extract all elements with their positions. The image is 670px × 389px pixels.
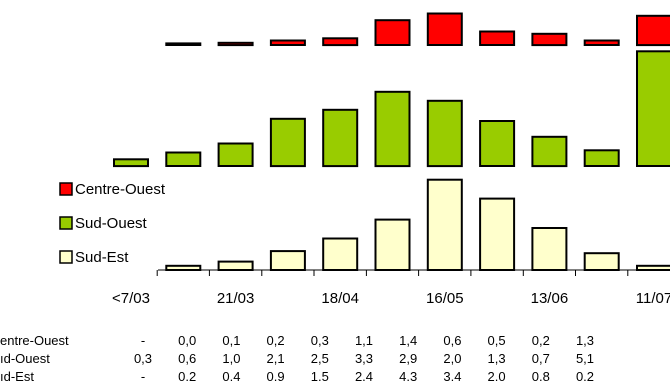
table-cell: 1,4 — [399, 333, 417, 348]
table-cell: 0,3 — [134, 351, 152, 366]
bar-centre-ouest-4 — [322, 37, 359, 47]
bar-sud-ouest-10 — [636, 50, 670, 167]
table-cell: 5,1 — [576, 351, 594, 366]
table-cell: 1,1 — [355, 333, 373, 348]
table-cell: - — [141, 333, 145, 348]
table-cell: 0,6 — [443, 333, 461, 348]
table-cell: 3,3 — [355, 351, 373, 366]
bar-sud-est-1 — [165, 264, 202, 271]
table-cell: 0.4 — [222, 369, 240, 384]
bar-sud-ouest-8 — [531, 135, 568, 168]
table-row-label: ıd-Est — [0, 369, 34, 384]
x-axis: <7/03 21/03 18/04 16/05 13/06 11/07 — [112, 269, 670, 307]
legend: Centre-Ouest Sud-Ouest Sud-Est — [59, 181, 166, 266]
bar-centre-ouest-3 — [269, 39, 306, 46]
legend-label-centre-ouest: Centre-Ouest — [75, 181, 166, 198]
bar-sud-est-4 — [322, 237, 359, 271]
bar-centre-ouest-8 — [531, 32, 568, 47]
bar-sud-ouest-5 — [374, 90, 411, 168]
bar-centre-ouest-2 — [217, 41, 254, 47]
bar-centre-ouest-6 — [426, 12, 463, 46]
legend-swatch-centre-ouest — [59, 182, 73, 196]
table-cell: 2.0 — [488, 369, 506, 384]
table-cell: 0,2 — [532, 333, 550, 348]
bar-centre-ouest-7 — [479, 30, 516, 46]
bar-centre-ouest-5 — [374, 19, 411, 46]
table-cell: 2,5 — [311, 351, 329, 366]
table-cell: 1.5 — [311, 369, 329, 384]
table-cell: 0.9 — [267, 369, 285, 384]
series-sud-ouest — [113, 50, 670, 168]
table-cell: 0,1 — [222, 333, 240, 348]
table-cell: 0,3 — [311, 333, 329, 348]
bar-sud-est-10 — [636, 264, 670, 271]
bar-sud-ouest-3 — [269, 117, 306, 168]
table-cell: 4.3 — [399, 369, 417, 384]
bar-sud-est-2 — [217, 260, 254, 272]
table-cell: 2,0 — [443, 351, 461, 366]
bar-sud-ouest-0 — [113, 158, 149, 168]
bar-sud-ouest-6 — [426, 99, 463, 168]
legend-label-sud-est: Sud-Est — [75, 249, 129, 266]
x-tick-label: 16/05 — [426, 290, 464, 307]
bar-sud-est-7 — [479, 197, 516, 272]
bar-sud-est-6 — [426, 178, 463, 271]
table-cell: 1,3 — [576, 333, 594, 348]
x-tick-label: <7/03 — [112, 290, 150, 307]
table-cell: 3.4 — [443, 369, 461, 384]
table-cell: 2,1 — [267, 351, 285, 366]
bar-sud-est-3 — [269, 250, 306, 272]
x-tick-label: 11/07 — [636, 290, 670, 307]
bar-sud-ouest-2 — [217, 142, 254, 167]
table-cell: 2,9 — [399, 351, 417, 366]
series-centre-ouest — [165, 12, 670, 47]
table-cell: 2.4 — [355, 369, 373, 384]
table-cell: 1,0 — [222, 351, 240, 366]
bar-sud-ouest-9 — [583, 149, 620, 168]
bar-sud-est-5 — [374, 218, 411, 272]
bar-sud-ouest-4 — [322, 108, 359, 168]
table-cell: 0,5 — [488, 333, 506, 348]
data-table: entre-Ouest ıd-Ouest ıd-Est - 0,0 0,1 0,2 0,3 1,… — [0, 333, 594, 384]
table-row-label: entre-Ouest — [0, 333, 69, 348]
table-cell: 0.2 — [576, 369, 594, 384]
bar-sud-est-9 — [583, 252, 620, 271]
series-sud-est — [165, 178, 670, 272]
bars-layer — [113, 12, 670, 272]
table-cell: 0,7 — [532, 351, 550, 366]
table-cell: 1,3 — [488, 351, 506, 366]
x-tick-label: 21/03 — [217, 290, 255, 307]
table-cell: 0,0 — [178, 333, 196, 348]
table-cell: 0.8 — [532, 369, 550, 384]
bar-sud-ouest-1 — [165, 151, 202, 167]
legend-swatch-sud-ouest — [59, 216, 73, 230]
bar-sud-est-8 — [531, 227, 568, 271]
bar-centre-ouest-9 — [583, 39, 620, 46]
bar-centre-ouest-10 — [636, 14, 670, 47]
table-cell: - — [141, 369, 145, 384]
legend-label-sud-ouest: Sud-Ouest — [75, 215, 148, 232]
table-cell: 0,2 — [267, 333, 285, 348]
bar-sud-ouest-7 — [479, 120, 516, 167]
bar-centre-ouest-1 — [165, 42, 202, 47]
x-tick-label: 13/06 — [531, 290, 569, 307]
table-cell: 0,6 — [178, 351, 196, 366]
table-cell: 0.2 — [178, 369, 196, 384]
legend-swatch-sud-est — [59, 250, 73, 264]
table-row-label: ıd-Ouest — [0, 351, 50, 366]
x-tick-label: 18/04 — [321, 290, 359, 307]
